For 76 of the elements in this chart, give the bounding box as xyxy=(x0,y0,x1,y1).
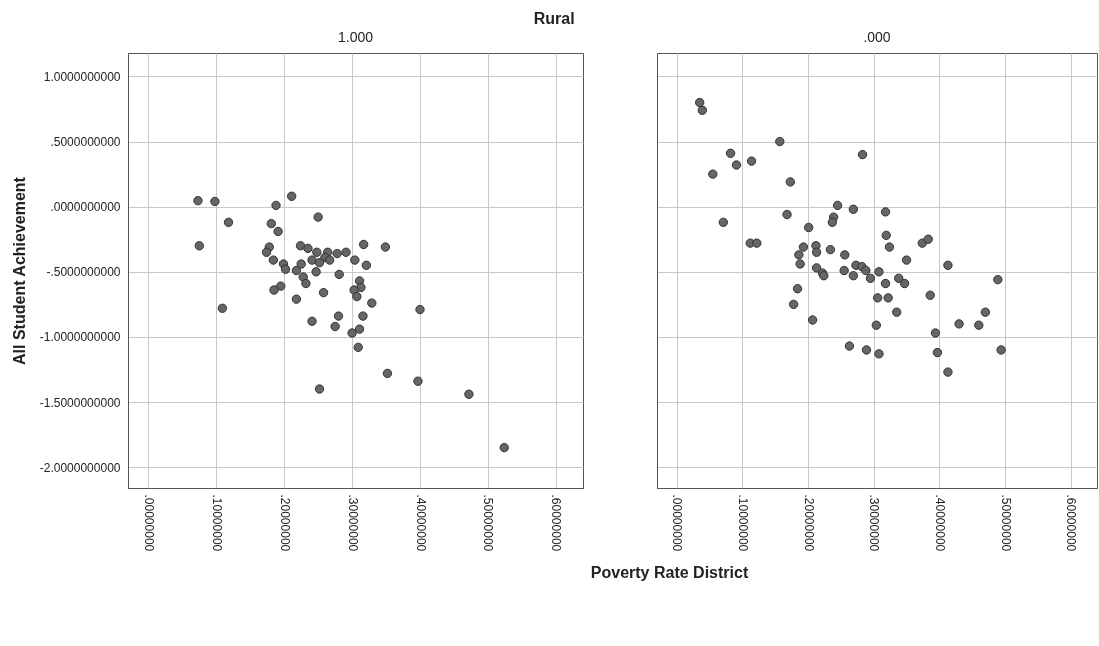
point xyxy=(358,311,368,321)
point xyxy=(268,255,279,265)
point xyxy=(312,247,322,257)
x-tick-label: .50000000 xyxy=(481,494,496,552)
point xyxy=(296,259,306,269)
x-tick-label: .10000000 xyxy=(735,494,750,552)
y-tick-label: -.5000000000 xyxy=(46,265,121,280)
y-tick-label: .5000000000 xyxy=(50,135,121,150)
point xyxy=(193,196,203,206)
y-tick-label: -1.5000000000 xyxy=(39,395,121,410)
point xyxy=(307,316,317,326)
point xyxy=(217,303,228,313)
x-tick-label: .00000000 xyxy=(141,494,156,552)
x-axis-title: Poverty Rate District xyxy=(590,564,749,582)
point xyxy=(367,298,377,308)
point xyxy=(314,258,325,268)
point xyxy=(415,304,425,315)
point xyxy=(313,212,323,222)
point xyxy=(266,218,276,229)
y-tick-label: .0000000000 xyxy=(50,200,121,215)
point xyxy=(303,243,313,254)
point xyxy=(464,389,474,399)
point xyxy=(334,269,344,280)
point xyxy=(358,239,369,250)
point xyxy=(269,285,279,295)
y-tick-label: 1.0000000000 xyxy=(43,69,121,84)
x-tick-label: .60000000 xyxy=(549,494,564,552)
point xyxy=(341,247,351,257)
point xyxy=(271,200,281,211)
text: Rural xyxy=(533,9,575,27)
point xyxy=(276,281,286,291)
x-tick-label: .20000000 xyxy=(801,494,816,552)
point xyxy=(380,242,391,252)
point xyxy=(352,291,362,302)
point xyxy=(361,260,372,270)
point xyxy=(311,267,321,277)
point xyxy=(499,442,509,453)
x-tick-label: .00000000 xyxy=(670,494,685,552)
point xyxy=(413,376,423,386)
x-tick-label: .50000000 xyxy=(998,494,1013,552)
point xyxy=(347,328,357,338)
point xyxy=(353,342,363,353)
point xyxy=(307,255,317,265)
x-tick-label: .60000000 xyxy=(1064,494,1079,552)
point xyxy=(318,287,329,298)
point xyxy=(291,294,302,304)
point xyxy=(280,264,291,274)
point xyxy=(330,321,340,332)
y-tick-label: -2.0000000000 xyxy=(39,460,121,475)
point xyxy=(332,248,342,259)
point xyxy=(354,324,365,334)
point xyxy=(210,196,220,207)
x-tick-label: .30000000 xyxy=(867,494,882,552)
point xyxy=(286,191,297,201)
x-tick-label: .40000000 xyxy=(413,494,428,552)
point xyxy=(382,368,393,379)
x-tick-label: .30000000 xyxy=(345,494,360,552)
point xyxy=(356,282,366,293)
point xyxy=(314,384,325,394)
point xyxy=(194,241,204,251)
x-tick-label: .40000000 xyxy=(932,494,947,552)
point xyxy=(333,311,344,321)
chart-title: .000 xyxy=(863,29,891,45)
chart-title: 1.000 xyxy=(337,29,374,45)
point xyxy=(295,241,306,251)
point xyxy=(301,278,311,289)
x-tick-label: .20000000 xyxy=(277,494,292,552)
point xyxy=(325,255,335,265)
point xyxy=(273,226,283,237)
y-axis-title: All Student Achievement xyxy=(10,176,28,365)
x-tick-label: .10000000 xyxy=(209,494,224,552)
point xyxy=(223,217,234,227)
point xyxy=(291,265,302,276)
y-tick-label: -1.0000000000 xyxy=(39,330,121,345)
point xyxy=(350,255,360,265)
point xyxy=(261,247,272,257)
